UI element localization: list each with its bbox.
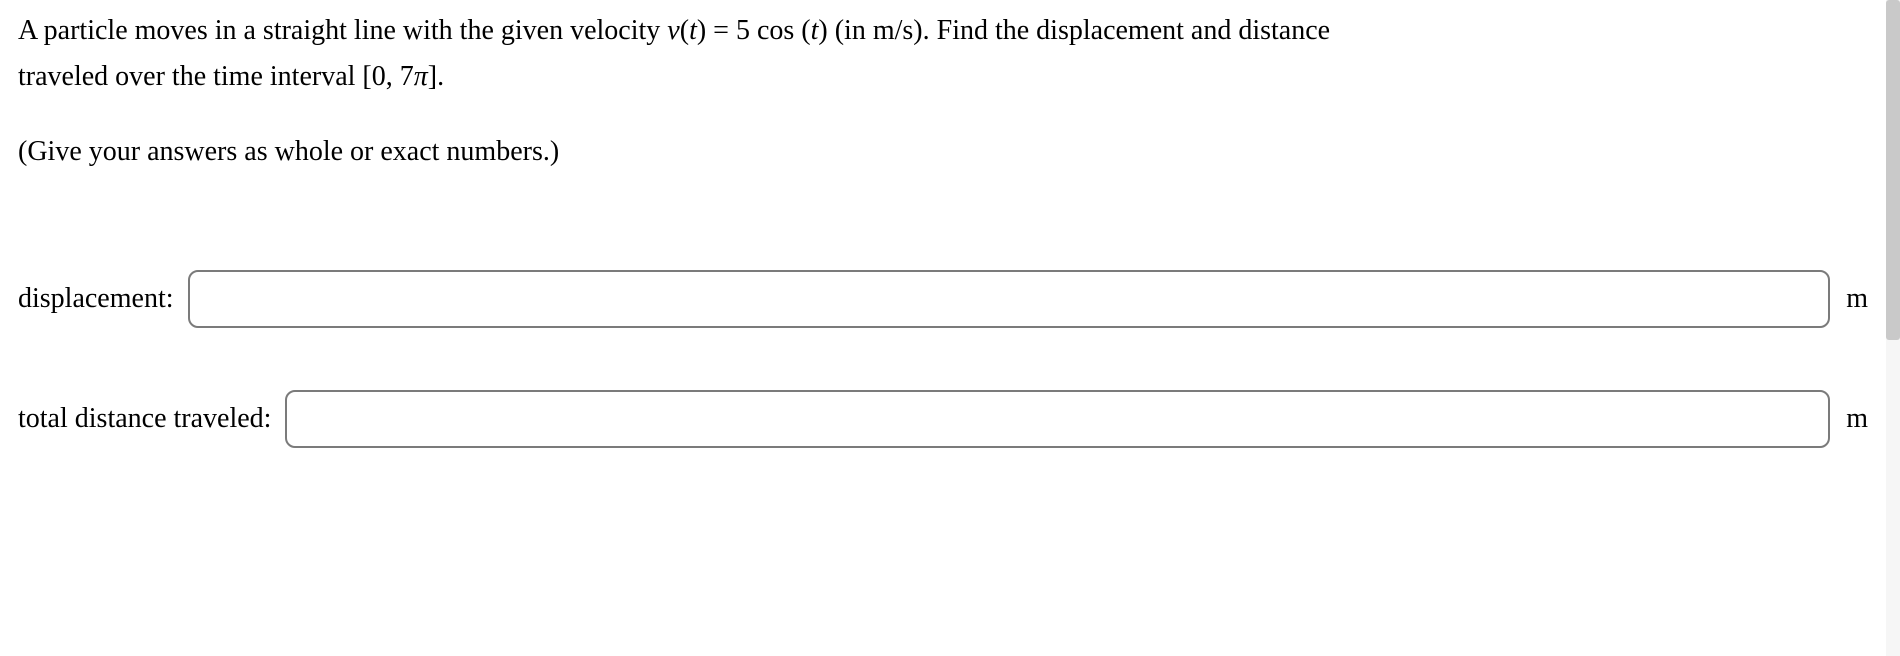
answer-format-instruction: (Give your answers as whole or exact num… bbox=[18, 130, 1882, 175]
displacement-label: displacement: bbox=[18, 283, 188, 315]
displacement-input[interactable] bbox=[188, 270, 1831, 328]
vertical-scrollbar-track[interactable] bbox=[1886, 0, 1900, 656]
text: A particle moves in a straight line with… bbox=[18, 15, 667, 46]
distance-label: total distance traveled: bbox=[18, 403, 285, 435]
text: ( bbox=[801, 15, 810, 46]
text: ) bbox=[818, 15, 827, 46]
distance-input[interactable] bbox=[285, 390, 1830, 448]
text: ]. bbox=[428, 61, 444, 92]
math-var-v: v bbox=[667, 15, 679, 46]
displacement-unit: m bbox=[1830, 283, 1882, 315]
text: [0, 7 bbox=[362, 61, 413, 92]
text: 5 cos bbox=[736, 15, 801, 46]
problem-statement: A particle moves in a straight line with… bbox=[18, 8, 1882, 100]
text: ( bbox=[680, 15, 689, 46]
math-pi: π bbox=[414, 61, 428, 92]
text: (in m/s). bbox=[828, 15, 937, 46]
math-var-t: t bbox=[689, 15, 697, 46]
text: ) = bbox=[697, 15, 736, 46]
displacement-row: displacement: m bbox=[18, 270, 1882, 328]
distance-row: total distance traveled: m bbox=[18, 390, 1882, 448]
text: traveled over the time interval bbox=[18, 61, 362, 92]
vertical-scrollbar-thumb[interactable] bbox=[1886, 0, 1900, 340]
question-container: A particle moves in a straight line with… bbox=[0, 0, 1900, 656]
distance-unit: m bbox=[1830, 403, 1882, 435]
text: Find the displacement and distance bbox=[937, 15, 1330, 46]
